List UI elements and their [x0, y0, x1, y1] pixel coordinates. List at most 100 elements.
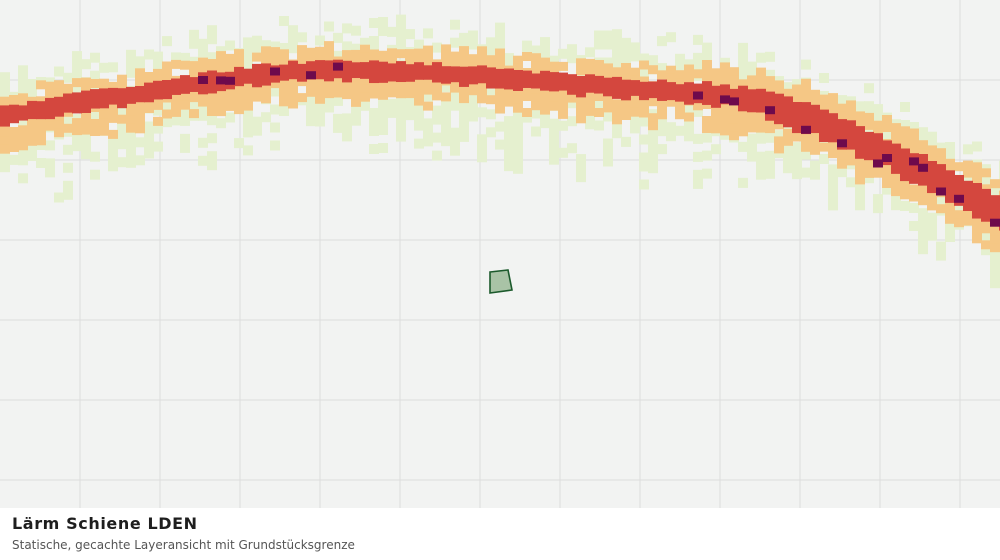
noise-cell-medium — [36, 96, 46, 106]
noise-cell-medium — [558, 93, 568, 103]
noise-cell-low — [414, 102, 424, 113]
noise-cell-medium — [981, 224, 991, 234]
noise-cell-medium — [765, 124, 775, 134]
noise-cell-medium — [342, 50, 352, 60]
noise-cell-medium — [585, 66, 595, 76]
noise-cell-low — [639, 134, 649, 145]
noise-cell-medium — [837, 111, 847, 121]
noise-cell-low — [630, 42, 640, 53]
noise-cell-low — [639, 161, 649, 172]
noise-cell-low — [18, 155, 28, 166]
noise-cell-medium — [225, 53, 235, 63]
noise-cell-medium — [405, 49, 415, 59]
noise-cell-medium — [108, 129, 118, 139]
noise-cell-low — [495, 22, 505, 33]
noise-cell-medium — [387, 56, 397, 66]
noise-cell-medium — [549, 61, 559, 71]
noise-cell-high — [180, 75, 190, 94]
noise-map-canvas[interactable] — [0, 0, 1000, 508]
noise-cell-low — [513, 109, 523, 120]
noise-cell-medium — [918, 188, 928, 198]
noise-cell-medium — [315, 86, 325, 96]
noise-cell-low — [594, 39, 604, 50]
noise-cell-low — [549, 118, 559, 129]
noise-cell-low — [207, 160, 217, 171]
noise-cell-medium — [45, 121, 55, 131]
noise-cell-low — [423, 28, 433, 39]
noise-cell-very-high — [720, 95, 730, 104]
noise-cell-medium — [558, 101, 568, 111]
noise-cell-low — [513, 118, 523, 129]
noise-cell-medium — [792, 92, 802, 102]
noise-cell-low — [0, 162, 10, 173]
noise-cell-high — [54, 96, 64, 117]
noise-cell-high — [504, 68, 514, 90]
noise-cell-medium — [351, 73, 361, 83]
noise-cell-high — [414, 62, 424, 80]
noise-cell-low — [378, 125, 388, 135]
noise-cell-medium — [333, 88, 343, 98]
noise-cell-medium — [972, 162, 982, 172]
noise-cell-low — [549, 127, 559, 138]
noise-cell-medium — [891, 131, 901, 141]
noise-cell-medium — [270, 79, 280, 89]
noise-cell-medium — [279, 49, 289, 59]
map-view[interactable] — [0, 0, 1000, 508]
noise-cell-medium — [540, 57, 550, 67]
noise-cell-medium — [63, 123, 73, 133]
noise-cell-low — [738, 69, 748, 80]
noise-cell-low — [90, 151, 100, 162]
noise-cell-low — [333, 50, 343, 61]
noise-cell-low — [594, 30, 604, 41]
noise-cell-low — [684, 59, 694, 70]
noise-cell-low — [288, 25, 298, 36]
noise-cell-low — [378, 116, 388, 126]
noise-cell-low — [432, 132, 442, 143]
noise-cell-low — [756, 133, 766, 144]
noise-cell-medium — [801, 134, 811, 144]
noise-cell-low — [387, 26, 397, 37]
noise-cell-low — [819, 73, 829, 83]
noise-cell-medium — [135, 76, 145, 86]
noise-cell-medium — [513, 95, 523, 105]
noise-cell-low — [900, 120, 910, 130]
noise-cell-medium — [990, 235, 1000, 245]
noise-cell-high — [729, 88, 739, 105]
noise-cell-low — [603, 147, 613, 158]
noise-cell-medium — [414, 96, 424, 106]
noise-cell-low — [198, 155, 208, 166]
noise-cell-low — [576, 172, 586, 183]
noise-cell-low — [549, 136, 559, 147]
noise-cell-medium — [135, 116, 145, 126]
noise-cell-high — [945, 170, 955, 203]
noise-cell-low — [936, 250, 946, 261]
noise-cell-low — [432, 105, 442, 116]
noise-cell-low — [369, 126, 379, 136]
noise-cell-low — [855, 101, 865, 112]
noise-cell-medium — [954, 162, 964, 172]
noise-cell-medium — [279, 81, 289, 91]
noise-cell-low — [225, 40, 235, 51]
noise-cell-medium — [603, 103, 613, 113]
noise-cell-medium — [585, 98, 595, 108]
noise-cell-low — [99, 62, 109, 73]
noise-cell-medium — [45, 81, 55, 91]
noise-cell-low — [189, 101, 199, 112]
noise-cell-low — [351, 106, 361, 117]
noise-cell-medium — [927, 153, 937, 163]
noise-cell-medium — [891, 187, 901, 197]
noise-cell-low — [405, 29, 415, 40]
noise-cell-medium — [216, 59, 226, 69]
noise-cell-low — [126, 157, 136, 168]
noise-cell-medium — [360, 84, 370, 94]
noise-cell-medium — [702, 116, 712, 125]
noise-cell-low — [18, 119, 28, 130]
noise-cell-low — [783, 145, 793, 156]
noise-cell-medium — [684, 64, 694, 74]
noise-cell-low — [423, 127, 433, 138]
noise-cell-low — [153, 51, 163, 62]
parcel-boundary[interactable] — [489, 269, 513, 294]
noise-cell-low — [315, 116, 325, 127]
noise-cell-low — [477, 134, 487, 145]
noise-cell-low — [63, 162, 73, 173]
